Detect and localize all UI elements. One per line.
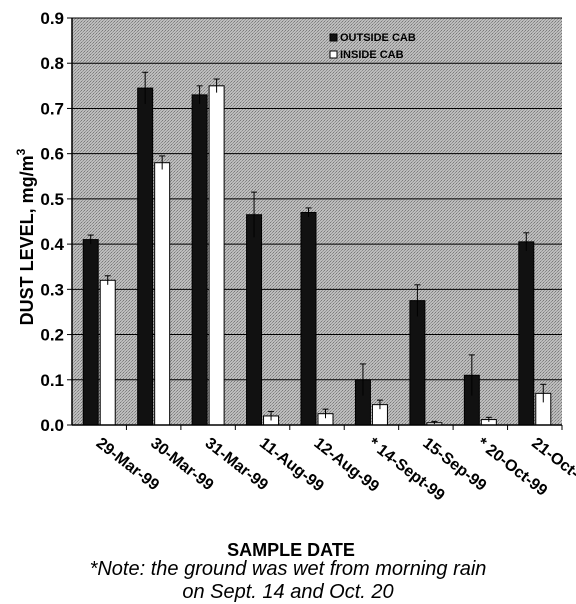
- bar-outside-3: [246, 214, 263, 426]
- bar-inside-1: [154, 162, 171, 426]
- bar-outside-4: [300, 211, 317, 426]
- bar-outside-0: [82, 239, 99, 426]
- axes: [67, 17, 563, 430]
- x-tick-labels: 29-Mar-9930-Mar-9931-Mar-9911-Aug-9912-A…: [93, 435, 576, 505]
- legend: OUTSIDE CAB INSIDE CAB: [329, 32, 416, 61]
- bar-outside-6: [409, 300, 426, 426]
- y-tick-label-3: 0.3: [40, 280, 64, 299]
- footnote-line-1: *Note: the ground was wet from morning r…: [89, 558, 487, 580]
- y-tick-label-6: 0.6: [40, 145, 64, 164]
- bar-outside-8: [518, 241, 535, 426]
- legend-swatch-inside: [329, 50, 338, 59]
- gridlines: [72, 17, 562, 381]
- footnote-line-2: on Sept. 14 and Oct. 20: [182, 581, 394, 603]
- y-tick-label-2: 0.2: [40, 326, 64, 345]
- y-axis-title-text: DUST LEVEL, mg/m: [17, 155, 37, 325]
- y-tick-label-1: 0.1: [40, 371, 64, 390]
- bar-inside-0: [99, 279, 116, 426]
- y-tick-label-5: 0.5: [40, 190, 64, 209]
- x-axis-title: SAMPLE DATE: [227, 540, 355, 560]
- legend-swatch-outside: [329, 33, 338, 42]
- y-tick-label-8: 0.8: [40, 54, 64, 73]
- y-tick-label-0: 0.0: [40, 416, 64, 435]
- legend-label-inside: INSIDE CAB: [340, 49, 404, 61]
- y-axis-title: DUST LEVEL, mg/m3: [14, 148, 37, 325]
- bar-outside-2: [191, 94, 208, 426]
- bar-inside-2: [208, 85, 225, 426]
- bar-outside-1: [137, 87, 154, 426]
- y-tick-label-9: 0.9: [40, 9, 64, 28]
- y-tick-label-4: 0.4: [40, 235, 64, 254]
- y-axis-title-superscript: 3: [14, 148, 28, 155]
- legend-label-outside: OUTSIDE CAB: [340, 32, 416, 44]
- bars: [82, 71, 552, 426]
- plot-area: [72, 18, 562, 425]
- y-tick-labels: 0.0 0.1 0.2 0.3 0.4 0.5 0.6 0.7 0.8 0.9: [40, 9, 64, 435]
- y-tick-label-7: 0.7: [40, 99, 64, 118]
